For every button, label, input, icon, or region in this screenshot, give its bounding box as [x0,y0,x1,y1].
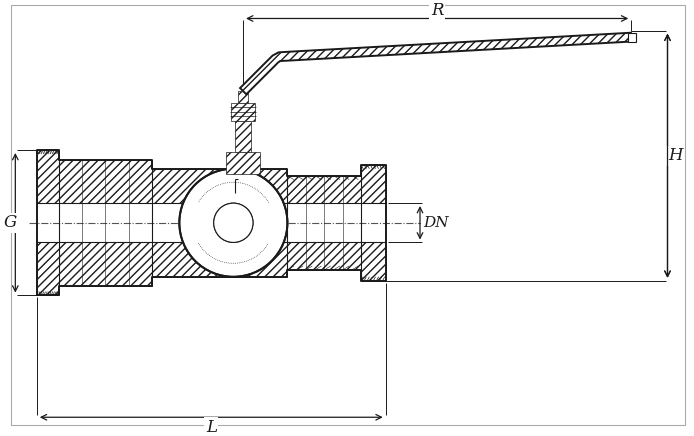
Circle shape [179,169,287,277]
Bar [238,91,248,103]
Bar [58,242,152,286]
Text: H: H [668,147,683,164]
Bar [287,176,361,203]
Bar [58,160,152,203]
Bar [235,121,251,152]
Bar [152,242,287,277]
Bar [37,242,58,296]
Bar [226,152,260,174]
Text: L: L [206,419,217,436]
Polygon shape [240,33,632,94]
Bar [361,242,386,281]
Bar [152,169,287,203]
Circle shape [180,169,287,276]
Text: DN: DN [423,216,448,230]
Polygon shape [37,150,386,296]
Text: R: R [431,2,443,19]
Bar [287,242,361,270]
Bar [628,33,636,41]
Text: G: G [3,214,17,231]
Circle shape [214,203,253,242]
Bar [37,150,58,203]
Text: H: H [668,147,683,164]
Bar [231,103,255,121]
Circle shape [214,203,253,242]
Bar [361,165,386,203]
